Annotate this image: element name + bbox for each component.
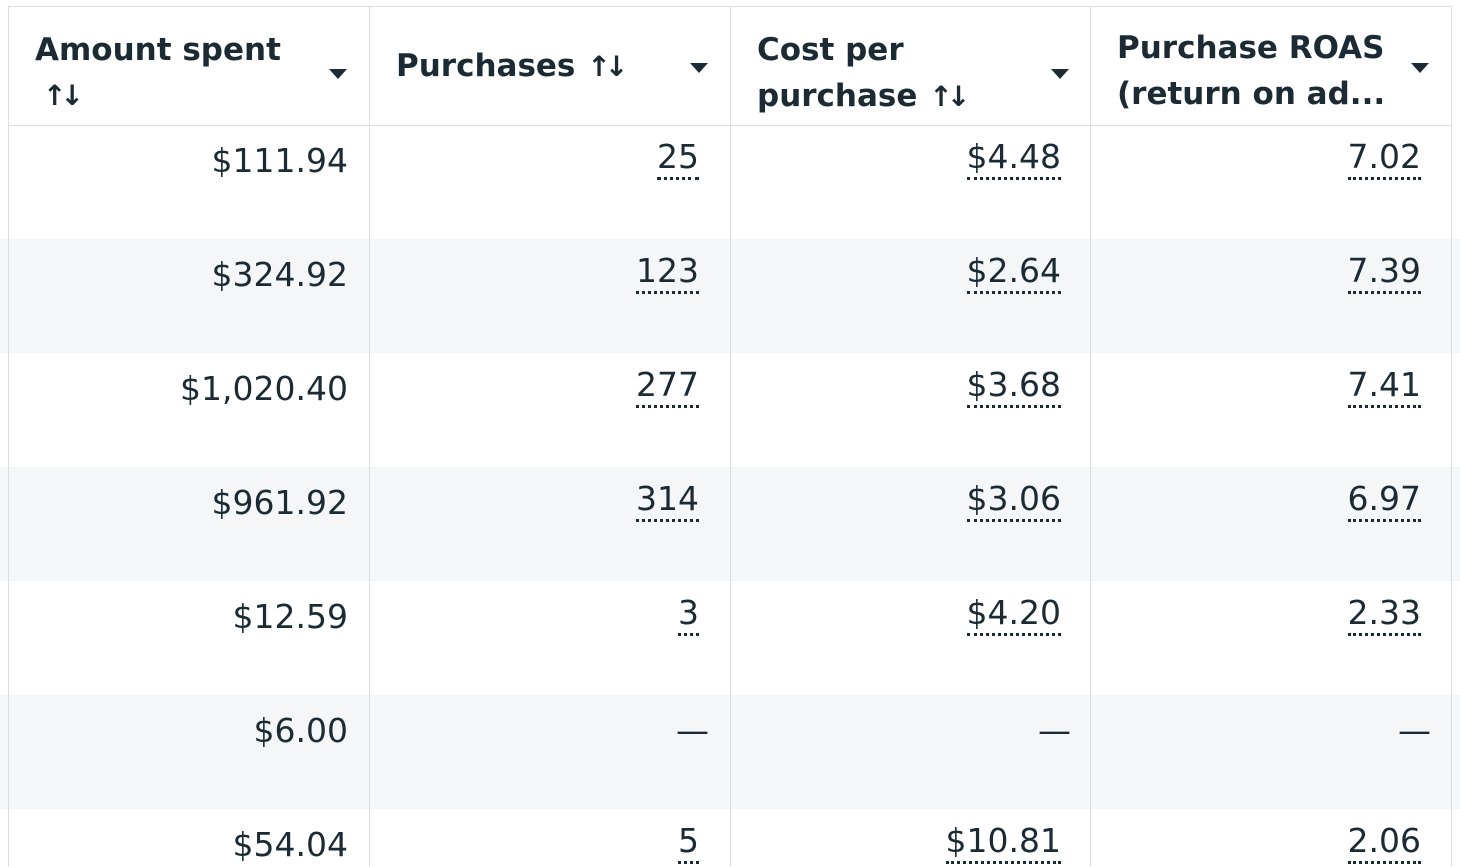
column-label-line-2: purchase	[757, 78, 918, 114]
amount-spent-value: $12.59	[232, 597, 348, 636]
sort-arrows-icon[interactable]: ↑↓	[43, 79, 84, 112]
table-row: $6.00 — — —	[0, 695, 1460, 809]
table-row: $1,020.40 277 $3.68 7.41	[0, 353, 1460, 467]
cell-purchases: 277	[369, 353, 731, 467]
cell-cost-per-purchase: $2.64	[730, 239, 1091, 353]
caret-down-icon[interactable]	[329, 69, 347, 79]
cell-purchase-roas: 7.02	[1090, 125, 1452, 239]
column-label: Purchases	[396, 48, 576, 84]
cost-per-purchase-value[interactable]: $3.68	[966, 367, 1061, 408]
purchase-roas-value[interactable]: 6.97	[1347, 481, 1421, 522]
cost-per-purchase-value[interactable]: $2.64	[966, 253, 1061, 294]
purchases-value[interactable]: 25	[657, 139, 699, 180]
cell-amount-spent: $1,020.40	[8, 353, 370, 467]
column-header-cost-per-purchase[interactable]: Cost per purchase ↑↓	[730, 7, 1091, 125]
table-row: $54.04 5 $10.81 2.06	[0, 809, 1460, 866]
cell-purchases: 123	[369, 239, 731, 353]
purchase-roas-value[interactable]: 7.39	[1347, 253, 1421, 294]
cell-amount-spent: $6.00	[8, 695, 370, 809]
purchase-roas-value: —	[1398, 711, 1431, 750]
cell-amount-spent: $111.94	[8, 125, 370, 239]
amount-spent-value: $324.92	[211, 255, 348, 294]
column-header-purchases[interactable]: Purchases ↑↓	[369, 7, 731, 125]
caret-down-icon[interactable]	[1411, 63, 1429, 73]
purchases-value[interactable]: 5	[678, 823, 699, 864]
purchases-value[interactable]: 314	[636, 481, 699, 522]
cell-purchase-roas: —	[1090, 695, 1452, 809]
sort-arrows-icon[interactable]: ↑↓	[929, 80, 970, 113]
cell-purchase-roas: 6.97	[1090, 467, 1452, 581]
purchase-roas-value[interactable]: 7.41	[1347, 367, 1421, 408]
column-header-amount-spent[interactable]: Amount spent ↑↓	[8, 7, 370, 125]
cell-purchases: —	[369, 695, 731, 809]
purchase-roas-value[interactable]: 2.33	[1347, 595, 1421, 636]
cost-per-purchase-value[interactable]: $4.48	[966, 139, 1061, 180]
cost-per-purchase-value: —	[1038, 711, 1071, 750]
column-label-line-1: Cost per	[757, 32, 904, 68]
amount-spent-value: $111.94	[211, 141, 348, 180]
column-label-line-2: (return on ad...	[1117, 76, 1386, 112]
cell-cost-per-purchase: —	[730, 695, 1091, 809]
amount-spent-value: $6.00	[253, 711, 348, 750]
purchases-value[interactable]: 3	[678, 595, 699, 636]
column-header-purchase-roas[interactable]: Purchase ROAS (return on ad...	[1090, 7, 1452, 125]
cell-amount-spent: $961.92	[8, 467, 370, 581]
amount-spent-value: $54.04	[232, 825, 348, 864]
purchase-roas-value[interactable]: 7.02	[1347, 139, 1421, 180]
table-row: $324.92 123 $2.64 7.39	[0, 239, 1460, 353]
table-row: $12.59 3 $4.20 2.33	[0, 581, 1460, 695]
cell-purchases: 25	[369, 125, 731, 239]
caret-down-icon[interactable]	[690, 63, 708, 73]
amount-spent-value: $961.92	[211, 483, 348, 522]
column-label-line-1: Purchase ROAS	[1117, 30, 1385, 66]
table-row: $111.94 25 $4.48 7.02	[0, 125, 1460, 239]
cell-purchase-roas: 2.06	[1090, 809, 1452, 866]
purchase-roas-value[interactable]: 2.06	[1347, 823, 1421, 864]
cost-per-purchase-value[interactable]: $4.20	[966, 595, 1061, 636]
cell-amount-spent: $324.92	[8, 239, 370, 353]
cell-cost-per-purchase: $4.48	[730, 125, 1091, 239]
purchases-value[interactable]: 277	[636, 367, 699, 408]
amount-spent-value: $1,020.40	[180, 369, 348, 408]
sort-arrows-icon[interactable]: ↑↓	[587, 50, 628, 83]
table-row: $961.92 314 $3.06 6.97	[0, 467, 1460, 581]
cost-per-purchase-value[interactable]: $10.81	[945, 823, 1061, 864]
cell-cost-per-purchase: $3.06	[730, 467, 1091, 581]
cell-cost-per-purchase: $10.81	[730, 809, 1091, 866]
cell-purchases: 314	[369, 467, 731, 581]
cell-cost-per-purchase: $3.68	[730, 353, 1091, 467]
cell-amount-spent: $54.04	[8, 809, 370, 866]
cell-purchases: 5	[369, 809, 731, 866]
table-header: Amount spent ↑↓ Purchases ↑↓ Cost per pur…	[8, 6, 1452, 126]
cell-purchase-roas: 7.41	[1090, 353, 1452, 467]
cell-amount-spent: $12.59	[8, 581, 370, 695]
cell-purchases: 3	[369, 581, 731, 695]
caret-down-icon[interactable]	[1051, 69, 1069, 79]
cell-cost-per-purchase: $4.20	[730, 581, 1091, 695]
column-label: Amount spent	[35, 32, 281, 68]
purchases-value[interactable]: 123	[636, 253, 699, 294]
cell-purchase-roas: 7.39	[1090, 239, 1452, 353]
cell-purchase-roas: 2.33	[1090, 581, 1452, 695]
purchases-value: —	[676, 711, 709, 750]
cost-per-purchase-value[interactable]: $3.06	[966, 481, 1061, 522]
